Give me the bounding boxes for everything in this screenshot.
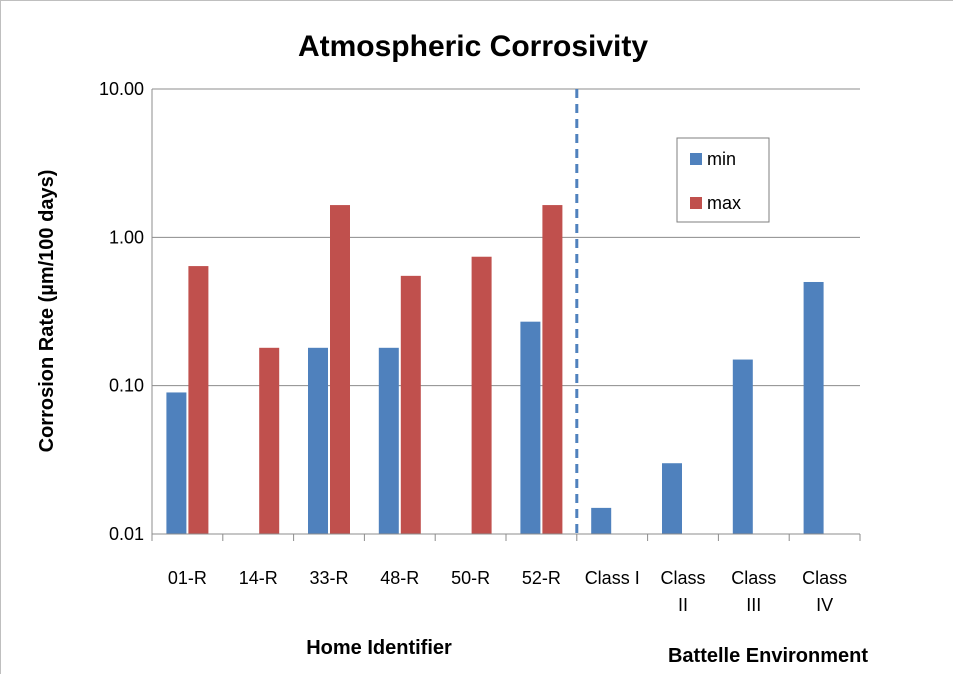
category-label: 52-R: [522, 568, 561, 588]
bar-min-class-iv: [803, 281, 824, 534]
bar-min-class-iii: [732, 359, 753, 534]
legend-swatch-min: [690, 153, 702, 165]
bars: [166, 205, 824, 534]
y-tick-label: 0.01: [109, 524, 144, 544]
y-tick-label: 0.10: [109, 376, 144, 396]
category-label: 48-R: [380, 568, 419, 588]
bar-max-48-r: [400, 275, 421, 534]
bar-min-52-r: [520, 321, 541, 534]
category-labels: 01-R 14-R 33-R 48-R 50-R 52-R Class I Class II Cl…: [168, 568, 847, 615]
y-tick-label: 1.00: [109, 227, 144, 247]
legend: min max: [676, 137, 770, 223]
bar-min-01-r: [166, 392, 187, 534]
bar-min-class-i: [591, 507, 612, 534]
y-axis-title: Corrosion Rate (µm/100 days): [36, 170, 58, 453]
legend-label-min: min: [707, 149, 736, 169]
bar-max-01-r: [188, 266, 209, 534]
bar-max-52-r: [542, 205, 563, 534]
bar-max-50-r: [471, 256, 492, 534]
bar-min-class-ii: [662, 463, 682, 534]
category-label: III: [746, 595, 761, 615]
x-axis-title-home: Home Identifier: [306, 637, 452, 659]
category-label: Class I: [585, 568, 640, 588]
bar-max-33-r: [330, 205, 350, 534]
x-axis-title-battelle: Battelle Environment: [668, 645, 868, 667]
category-label: Class: [802, 568, 847, 588]
category-label: II: [678, 595, 688, 615]
category-label: 01-R: [168, 568, 207, 588]
bar-min-33-r: [308, 347, 328, 534]
x-axis-ticks: [151, 534, 861, 541]
category-label: 14-R: [239, 568, 278, 588]
bar-min-48-r: [378, 347, 399, 534]
legend-label-max: max: [707, 193, 741, 213]
category-label: 50-R: [451, 568, 490, 588]
legend-swatch-max: [690, 197, 702, 209]
y-tick-label: 10.00: [99, 79, 144, 99]
category-label: Class: [660, 568, 705, 588]
category-label: Class: [731, 568, 776, 588]
bar-max-14-r: [259, 347, 280, 534]
chart-title: Atmospheric Corrosivity: [298, 30, 648, 63]
y-tick-labels: 0.01 0.10 1.00 10.00: [99, 79, 144, 544]
category-label: 33-R: [309, 568, 348, 588]
category-label: IV: [816, 595, 833, 615]
